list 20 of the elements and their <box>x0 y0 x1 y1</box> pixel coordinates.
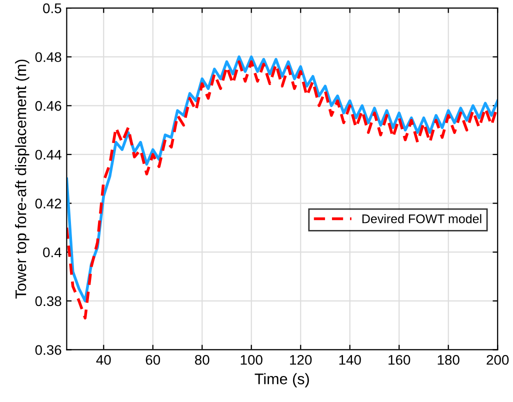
x-tick-label: 60 <box>146 354 160 365</box>
y-tick-label: 0.5 <box>43 3 62 14</box>
y-tick-label: 0.38 <box>35 296 62 306</box>
y-tick-label: 0.44 <box>35 150 62 160</box>
x-axis-title: Time (s) <box>254 373 309 388</box>
y-tick-label: 0.46 <box>35 101 62 111</box>
x-tick-label: 160 <box>388 354 410 365</box>
x-tick-label: 80 <box>195 354 210 365</box>
y-tick-label: 0.4 <box>43 247 62 258</box>
x-tick-label: 200 <box>486 354 509 365</box>
x-tick-label: 40 <box>96 354 111 365</box>
x-tick-label: 180 <box>438 354 460 365</box>
x-tick-label: 100 <box>240 354 262 365</box>
y-tick-label: 0.36 <box>35 345 62 355</box>
x-tick-label: 120 <box>290 354 312 365</box>
x-tick-label: 140 <box>339 354 361 365</box>
legend-label: Devired FOWT model <box>362 214 482 224</box>
y-tick-label: 0.42 <box>35 198 62 208</box>
y-axis-title: Tower top fore-aft displacement (m) <box>15 60 30 299</box>
y-tick-label: 0.48 <box>35 52 62 62</box>
